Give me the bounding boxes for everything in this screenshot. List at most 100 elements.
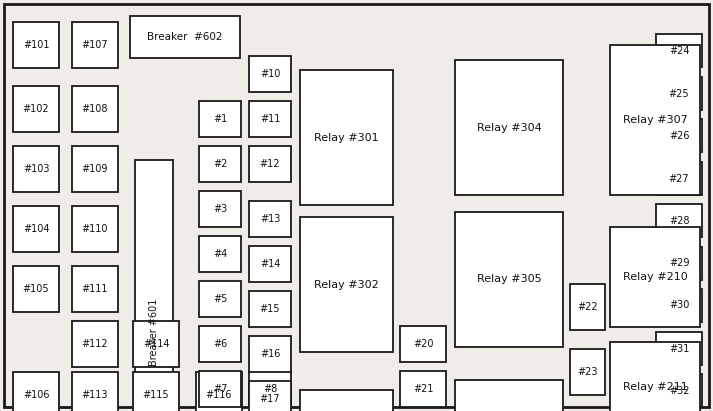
- Bar: [455, 212, 563, 347]
- Bar: [13, 22, 59, 68]
- Text: Breaker  #602: Breaker #602: [148, 32, 222, 42]
- Text: #10: #10: [260, 69, 280, 79]
- Text: #113: #113: [82, 390, 108, 400]
- Text: #20: #20: [413, 339, 434, 349]
- Bar: [199, 101, 241, 137]
- Text: Breaker #601: Breaker #601: [149, 299, 159, 366]
- Bar: [13, 206, 59, 252]
- Text: #108: #108: [82, 104, 108, 114]
- Text: #112: #112: [82, 339, 108, 349]
- Bar: [199, 146, 241, 182]
- Bar: [133, 321, 179, 367]
- Text: #30: #30: [669, 300, 689, 310]
- Bar: [249, 201, 291, 237]
- Bar: [199, 236, 241, 272]
- Bar: [72, 146, 118, 192]
- Text: #110: #110: [82, 224, 108, 234]
- Bar: [13, 266, 59, 312]
- Text: Relay #304: Relay #304: [476, 122, 541, 132]
- Bar: [570, 284, 605, 330]
- Text: #25: #25: [669, 88, 689, 99]
- Bar: [300, 217, 393, 352]
- Bar: [656, 119, 702, 152]
- Text: #29: #29: [669, 259, 689, 268]
- Text: #12: #12: [260, 159, 280, 169]
- Text: #109: #109: [82, 164, 108, 174]
- Bar: [249, 371, 291, 407]
- Text: Relay #301: Relay #301: [314, 132, 379, 143]
- Text: #26: #26: [669, 131, 689, 141]
- Bar: [199, 281, 241, 317]
- Text: #106: #106: [23, 390, 49, 400]
- Bar: [300, 70, 393, 205]
- Text: Relay #307: Relay #307: [622, 115, 687, 125]
- Bar: [249, 246, 291, 282]
- Text: #23: #23: [578, 367, 597, 377]
- Text: #28: #28: [669, 215, 689, 226]
- Text: #32: #32: [669, 386, 689, 395]
- Text: #14: #14: [260, 259, 280, 269]
- Text: #3: #3: [213, 204, 227, 214]
- Text: #8: #8: [263, 384, 277, 394]
- Bar: [656, 374, 702, 407]
- Bar: [72, 321, 118, 367]
- Bar: [400, 371, 446, 407]
- Bar: [72, 206, 118, 252]
- Text: #107: #107: [82, 40, 108, 50]
- Text: #104: #104: [23, 224, 49, 234]
- Text: Relay #302: Relay #302: [314, 279, 379, 289]
- Text: #22: #22: [578, 302, 597, 312]
- Bar: [656, 332, 702, 365]
- Text: #102: #102: [23, 104, 49, 114]
- Text: #115: #115: [143, 390, 169, 400]
- Bar: [130, 16, 240, 58]
- Bar: [249, 101, 291, 137]
- Bar: [249, 291, 291, 327]
- Bar: [196, 372, 242, 411]
- Text: #16: #16: [260, 349, 280, 359]
- Bar: [656, 77, 702, 110]
- Bar: [249, 146, 291, 182]
- Text: #11: #11: [260, 114, 280, 124]
- Bar: [249, 56, 291, 92]
- Bar: [72, 372, 118, 411]
- Text: #103: #103: [23, 164, 49, 174]
- Bar: [610, 45, 700, 195]
- Bar: [72, 22, 118, 68]
- Text: #116: #116: [206, 390, 232, 400]
- Bar: [72, 86, 118, 132]
- Text: #21: #21: [413, 384, 434, 394]
- Text: #27: #27: [669, 173, 689, 183]
- Text: Relay #210: Relay #210: [622, 272, 687, 282]
- Text: #4: #4: [213, 249, 227, 259]
- Bar: [13, 86, 59, 132]
- Text: #111: #111: [82, 284, 108, 294]
- Bar: [400, 326, 446, 362]
- Text: #7: #7: [212, 384, 227, 394]
- Text: #6: #6: [213, 339, 227, 349]
- Bar: [249, 336, 291, 372]
- Bar: [249, 381, 291, 411]
- Text: #101: #101: [23, 40, 49, 50]
- Text: #15: #15: [260, 304, 280, 314]
- Bar: [656, 34, 702, 67]
- Text: #17: #17: [260, 394, 280, 404]
- Bar: [656, 247, 702, 280]
- Bar: [656, 204, 702, 237]
- Bar: [199, 371, 241, 407]
- Bar: [13, 372, 59, 411]
- Text: #24: #24: [669, 46, 689, 55]
- Text: #13: #13: [260, 214, 280, 224]
- Bar: [570, 349, 605, 395]
- Text: #114: #114: [143, 339, 169, 349]
- Bar: [72, 266, 118, 312]
- Bar: [610, 342, 700, 411]
- Bar: [656, 162, 702, 195]
- Bar: [610, 227, 700, 327]
- Bar: [199, 191, 241, 227]
- Text: #2: #2: [212, 159, 227, 169]
- Text: #1: #1: [213, 114, 227, 124]
- Bar: [135, 160, 173, 411]
- Bar: [455, 380, 563, 411]
- Text: Relay #211: Relay #211: [622, 382, 687, 392]
